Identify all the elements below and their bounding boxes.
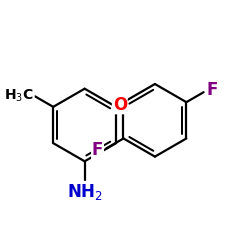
Text: O: O (113, 96, 127, 114)
Text: NH$_2$: NH$_2$ (67, 182, 102, 203)
Text: F: F (207, 82, 218, 100)
Text: F: F (92, 141, 103, 159)
Text: H$_3$C: H$_3$C (4, 88, 34, 104)
